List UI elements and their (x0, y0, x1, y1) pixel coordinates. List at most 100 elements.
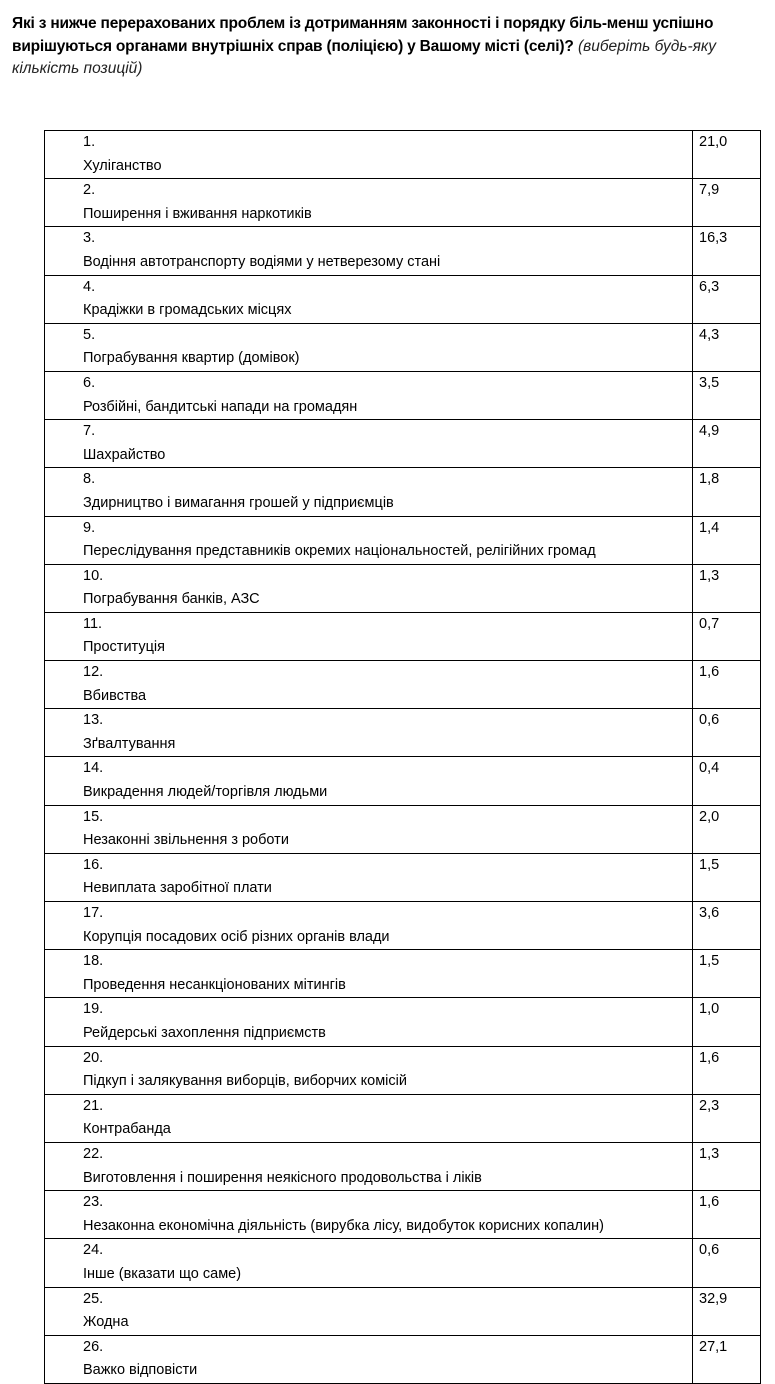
item-label: Хуліганство (83, 157, 162, 174)
item-value: 1,6 (692, 1190, 761, 1240)
item-label: Пограбування квартир (домівок) (83, 350, 300, 367)
item-value: 0,6 (692, 708, 761, 758)
item-number: 10. (83, 567, 104, 584)
item-label: Вбивства (83, 687, 147, 704)
item-value: 2,3 (692, 1093, 761, 1143)
question-text: Які з нижче перерахованих проблем із дот… (12, 13, 767, 81)
item-number: 14. (83, 760, 104, 777)
item-number: 2. (83, 182, 96, 199)
item-cell: 18. Проведення несанкціонованих мітингів (44, 949, 693, 999)
table-row: 17. Корупція посадових осіб різних органі… (44, 900, 761, 951)
table-row: 24. Інше (вказати що саме) 0,6 (44, 1238, 761, 1288)
item-number: 15. (83, 808, 104, 825)
item-number: 21. (83, 1097, 104, 1114)
item-number: 25. (83, 1290, 104, 1307)
table-row: 14. Викрадення людей/торгівля людьми 0,4 (44, 756, 761, 806)
item-label: Жодна (83, 1314, 129, 1331)
item-value: 0,7 (692, 611, 761, 662)
item-label: Крадіжки в громадських місцях (83, 302, 292, 319)
item-value: 0,4 (692, 756, 761, 806)
item-number: 24. (83, 1242, 104, 1259)
item-label: Пограбування банків, АЗС (83, 591, 260, 608)
table-row: 19. Рейдерські захоплення підприємств 1,0 (44, 997, 761, 1047)
item-cell: 24. Інше (вказати що саме) (44, 1238, 693, 1288)
table-row: 26. Важко відповісти 27,1 (44, 1334, 761, 1384)
table-row: 25. Жодна 32,9 (44, 1286, 761, 1336)
item-value: 3,5 (692, 370, 761, 421)
item-value: 3,6 (692, 900, 761, 951)
item-cell: 20. Підкуп і залякування виборців, виборч… (44, 1045, 693, 1095)
item-value: 1,4 (692, 515, 761, 565)
item-label: Розбійні, бандитські напади на громадян (83, 398, 358, 415)
table-row: 6. Розбійні, бандитські напади на громадя… (44, 370, 761, 421)
item-number: 13. (83, 712, 104, 729)
item-label: Виготовлення і поширення неякісного прод… (83, 1169, 482, 1186)
table-row: 18.Проведення несанкціонованих мітингів 1… (44, 949, 761, 999)
item-label: Підкуп і залякування виборців, виборчих … (83, 1073, 407, 1090)
item-number: 22. (83, 1145, 104, 1162)
table-row: 21. Контрабанда 2,3 (44, 1093, 761, 1143)
item-cell: 26. Важко відповісти (44, 1334, 693, 1384)
item-number: 23. (83, 1194, 104, 1211)
item-number: 11. (83, 615, 103, 632)
question-bold: Які з нижче перерахованих проблем із дот… (12, 15, 714, 55)
table-row: 16. Невиплата заробітної плати 1,5 (44, 852, 761, 903)
item-number: 9. (83, 519, 96, 536)
item-value: 1,8 (692, 467, 761, 517)
item-label: Зґвалтування (83, 735, 176, 752)
item-value: 1,6 (692, 660, 761, 710)
item-number: 7. (83, 423, 96, 440)
item-cell: 9. Переслідування представників окремих н… (44, 515, 693, 565)
item-value: 1,6 (692, 1045, 761, 1095)
table-row: 11. Проституція 0,7 (44, 611, 761, 662)
item-cell: 2. Поширення і вживання наркотиків (44, 178, 693, 228)
table-row: 20. Підкуп і залякування виборців, виборч… (44, 1045, 761, 1095)
item-number: 26. (83, 1338, 104, 1355)
item-label: Проституція (83, 639, 165, 656)
item-cell: 3. Водіння автотранспорту водіями у нетве… (44, 226, 693, 276)
item-label: Шахрайство (83, 446, 166, 463)
table-row: 4. Крадіжки в громадських місцях 6,3 (44, 274, 761, 324)
table-row: 12. Вбивства 1,6 (44, 660, 761, 710)
item-number: 16. (83, 856, 104, 873)
table-row: 9. Переслідування представників окремих н… (44, 515, 761, 565)
item-label: Поширення і вживання наркотиків (83, 205, 312, 222)
item-cell: 5. Пограбування квартир (домівок) (44, 322, 693, 372)
question-instruction: (виберіть будь-яку кількість позицій) (12, 37, 716, 78)
item-value: 0,6 (692, 1238, 761, 1288)
item-cell: 14. Викрадення людей/торгівля людьми (44, 756, 693, 806)
item-label: Незаконна економічна діяльність (вирубка… (83, 1217, 604, 1234)
item-cell: 8. Здирництво і вимагання грошей у підпри… (44, 467, 693, 517)
item-number: 19. (83, 1001, 104, 1018)
item-label: Переслідування представників окремих нац… (83, 543, 596, 560)
item-label: Здирництво і вимагання грошей у підприєм… (83, 494, 394, 511)
item-cell: 22. Виготовлення і поширення неякісного п… (44, 1141, 693, 1192)
item-label: Невиплата заробітної плати (83, 880, 272, 897)
item-value: 2,0 (692, 804, 761, 854)
item-cell: 7. Шахрайство (44, 419, 693, 469)
item-cell: 13. Зґвалтування (44, 708, 693, 758)
item-cell: 11. Проституція (44, 611, 693, 662)
item-label: Контрабанда (83, 1121, 171, 1138)
item-number: 4. (83, 278, 96, 295)
item-number: 17. (83, 905, 104, 921)
item-value: 16,3 (692, 226, 761, 276)
item-label: Важко відповісти (83, 1362, 198, 1379)
item-label: Корупція посадових осіб різних органів в… (83, 928, 390, 945)
item-value: 1,3 (692, 563, 761, 613)
item-cell: 25. Жодна (44, 1286, 693, 1336)
item-label: Викрадення людей/торгівля людьми (83, 784, 328, 801)
item-value: 1,5 (692, 852, 761, 903)
item-label: Незаконні звільнення з роботи (83, 832, 289, 849)
table-row: 5. Пограбування квартир (домівок) 4,3 (44, 322, 761, 372)
item-cell: 16. Невиплата заробітної плати (44, 852, 693, 903)
item-number: 18. (83, 953, 104, 970)
table-row: 2. Поширення і вживання наркотиків 7,9 (44, 178, 761, 228)
item-number: 6. (83, 374, 96, 391)
table-row: 8. Здирництво і вимагання грошей у підпри… (44, 467, 761, 517)
table-row: 10. Пограбування банків, АЗС 1,3 (44, 563, 761, 613)
item-cell: 6. Розбійні, бандитські напади на громадя… (44, 370, 693, 421)
item-value: 1,0 (692, 997, 761, 1047)
item-label: Інше (вказати що саме) (83, 1265, 242, 1282)
item-value: 27,1 (692, 1334, 761, 1384)
